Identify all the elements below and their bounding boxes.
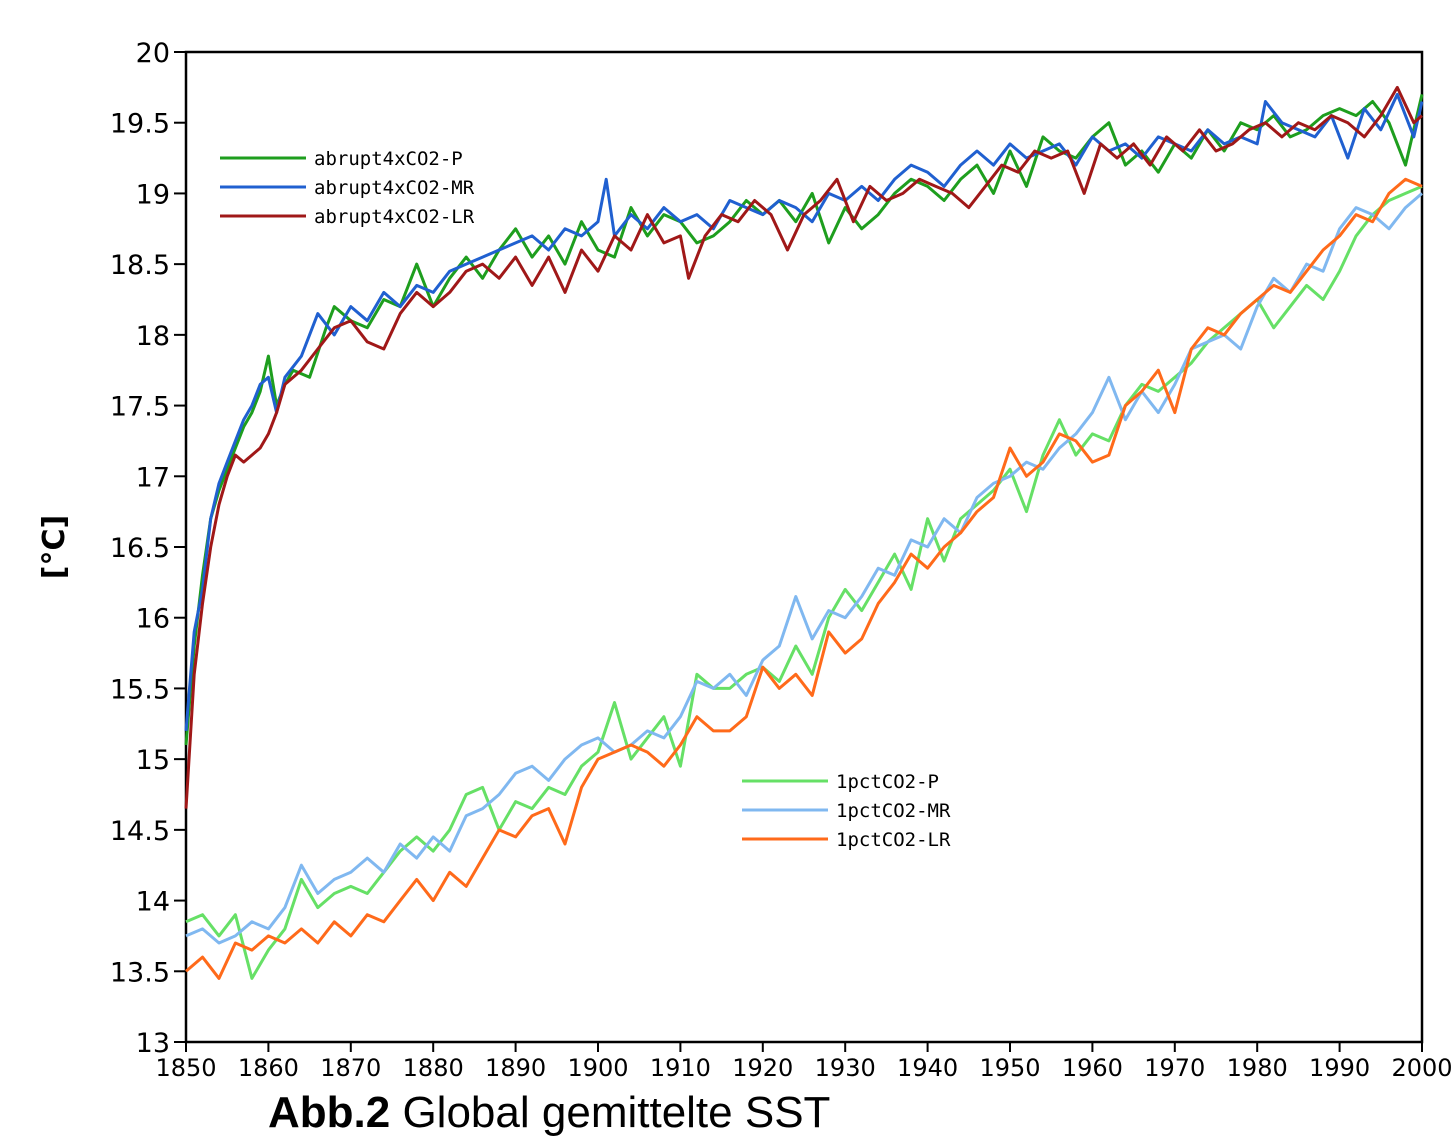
legend-label: abrupt4xCO2-MR — [314, 177, 475, 199]
legend-label: 1pctCO2-LR — [836, 829, 951, 851]
legend-label: abrupt4xCO2-LR — [314, 206, 475, 228]
x-tick-label: 1870 — [320, 1054, 381, 1082]
y-tick-label: 15.5 — [110, 674, 170, 705]
y-tick-label: 20 — [136, 38, 170, 69]
x-tick-label: 1970 — [1144, 1054, 1205, 1082]
x-tick-label: 1960 — [1062, 1054, 1123, 1082]
plot-frame — [184, 50, 1424, 1044]
series-line-1pctCO2-LR — [185, 177, 1423, 980]
series-lines — [184, 85, 1424, 980]
x-tick-label: 1910 — [650, 1054, 711, 1082]
y-tick-label: 13 — [136, 1028, 170, 1059]
y-axis-label: [°C] — [37, 515, 72, 579]
plot-area-border — [184, 50, 1424, 1044]
y-tick-label: 13.5 — [110, 957, 170, 988]
figure-caption: Abb.2 Global gemittelte SST — [268, 1088, 830, 1138]
series-line-1pctCO2-MR — [185, 192, 1423, 945]
y-tick-label: 17.5 — [110, 392, 170, 423]
series-line-abrupt4xCO2-MR — [184, 92, 1424, 732]
y-tick-label: 19.5 — [110, 109, 170, 140]
x-tick-label: 1980 — [1227, 1054, 1288, 1082]
x-tick-label: 1940 — [897, 1054, 958, 1082]
x-tick-label: 1880 — [403, 1054, 464, 1082]
caption-figure-number: Abb.2 — [268, 1088, 391, 1137]
y-tick-label: 18 — [136, 321, 170, 352]
x-tick-label: 1990 — [1309, 1054, 1370, 1082]
sst-line-chart: 13 13.5 14 14.5 15 15.5 16 16.5 17 17.5 18 18.5 19 19… — [37, 38, 1452, 1082]
x-tick-label: 1860 — [238, 1054, 299, 1082]
x-tick-label: 2000 — [1391, 1054, 1452, 1082]
y-tick-label: 19 — [136, 179, 170, 210]
series-line-abrupt4xCO2-LR — [184, 85, 1423, 809]
legend-label: abrupt4xCO2-P — [314, 148, 463, 170]
y-tick-label: 18.5 — [110, 250, 170, 281]
legend-label: 1pctCO2-MR — [836, 800, 951, 822]
series-line-abrupt4xCO2-P — [184, 94, 1424, 746]
x-tick-label: 1850 — [155, 1054, 216, 1082]
x-tick-label: 1950 — [979, 1054, 1040, 1082]
x-tick-label: 1890 — [485, 1054, 546, 1082]
y-tick-label: 15 — [136, 745, 170, 776]
x-tick-label: 1900 — [567, 1054, 628, 1082]
legend-abrupt: abrupt4xCO2-P abrupt4xCO2-MR abrupt4xCO2-L… — [220, 148, 475, 228]
y-axis: 13 13.5 14 14.5 15 15.5 16 16.5 17 17.5 18 18.5 19 19… — [110, 38, 186, 1059]
x-tick-label: 1930 — [815, 1054, 876, 1082]
legend-1pct: 1pctCO2-P 1pctCO2-MR 1pctCO2-LR — [742, 771, 951, 851]
y-tick-label: 14.5 — [110, 816, 170, 847]
y-tick-label: 14 — [136, 887, 170, 918]
y-tick-label: 17 — [136, 462, 170, 493]
y-tick-label: 16.5 — [110, 533, 170, 564]
x-axis: 1850 1860 1870 1880 1890 1900 1910 1920 1930 1940… — [155, 1042, 1452, 1082]
legend-label: 1pctCO2-P — [836, 771, 939, 793]
x-tick-label: 1920 — [732, 1054, 793, 1082]
y-tick-label: 16 — [136, 604, 170, 635]
caption-text: Global gemittelte SST — [390, 1088, 831, 1137]
series-line-1pctCO2-P — [185, 185, 1423, 980]
